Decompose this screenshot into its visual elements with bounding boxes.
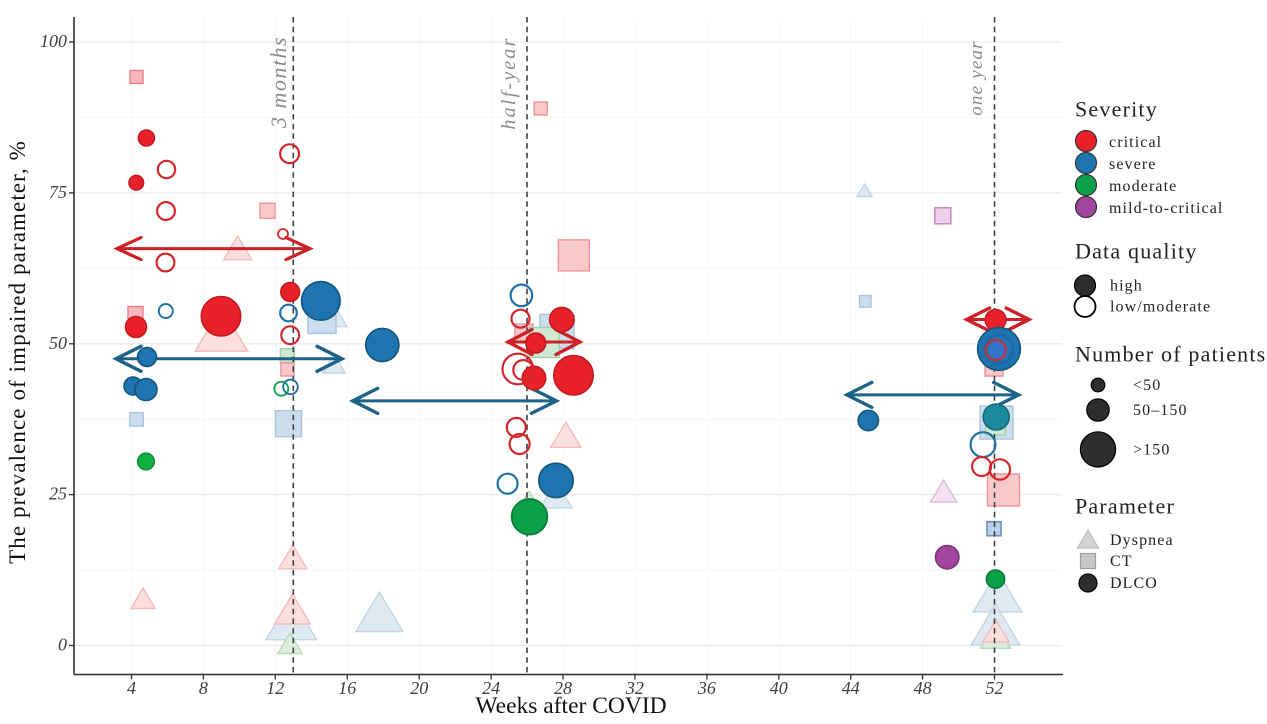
svg-text:4: 4 xyxy=(127,678,136,698)
svg-text:Severity: Severity xyxy=(1075,97,1158,122)
svg-text:one year: one year xyxy=(966,40,987,116)
svg-text:CT: CT xyxy=(1110,553,1133,570)
svg-text:100: 100 xyxy=(40,31,67,51)
svg-text:The prevalence of impaired par: The prevalence of impaired parameter, % xyxy=(5,140,30,564)
svg-text:3 months: 3 months xyxy=(266,36,291,129)
svg-text:high: high xyxy=(1110,278,1143,295)
svg-text:critical: critical xyxy=(1109,134,1162,151)
svg-text:12: 12 xyxy=(266,678,284,698)
svg-text:40: 40 xyxy=(770,678,788,698)
svg-text:Parameter: Parameter xyxy=(1075,494,1175,519)
svg-text:8: 8 xyxy=(199,678,208,698)
svg-text:>150: >150 xyxy=(1133,441,1170,458)
svg-text:<50: <50 xyxy=(1133,377,1161,394)
svg-text:48: 48 xyxy=(914,678,932,698)
svg-text:75: 75 xyxy=(49,182,67,202)
svg-text:severe: severe xyxy=(1109,156,1156,173)
svg-text:28: 28 xyxy=(554,678,572,698)
svg-text:52: 52 xyxy=(986,678,1004,698)
svg-text:Data quality: Data quality xyxy=(1075,239,1198,264)
svg-text:24: 24 xyxy=(482,678,500,698)
svg-text:half-year: half-year xyxy=(498,36,520,129)
svg-text:Dyspnea: Dyspnea xyxy=(1110,532,1174,549)
svg-text:0: 0 xyxy=(58,635,67,655)
svg-text:moderate: moderate xyxy=(1109,178,1177,195)
svg-text:50: 50 xyxy=(49,333,67,353)
svg-text:16: 16 xyxy=(338,678,356,698)
svg-text:32: 32 xyxy=(625,678,644,698)
svg-text:20: 20 xyxy=(410,678,428,698)
svg-text:25: 25 xyxy=(49,484,67,504)
svg-text:50–150: 50–150 xyxy=(1133,402,1188,419)
svg-text:Weeks after COVID: Weeks after COVID xyxy=(475,693,666,719)
svg-text:low/moderate: low/moderate xyxy=(1110,299,1211,316)
svg-text:Number of patients: Number of patients xyxy=(1075,342,1266,367)
svg-text:44: 44 xyxy=(842,678,860,698)
svg-text:DLCO: DLCO xyxy=(1110,575,1158,592)
svg-text:mild-to-critical: mild-to-critical xyxy=(1109,200,1223,217)
svg-text:36: 36 xyxy=(697,678,716,698)
